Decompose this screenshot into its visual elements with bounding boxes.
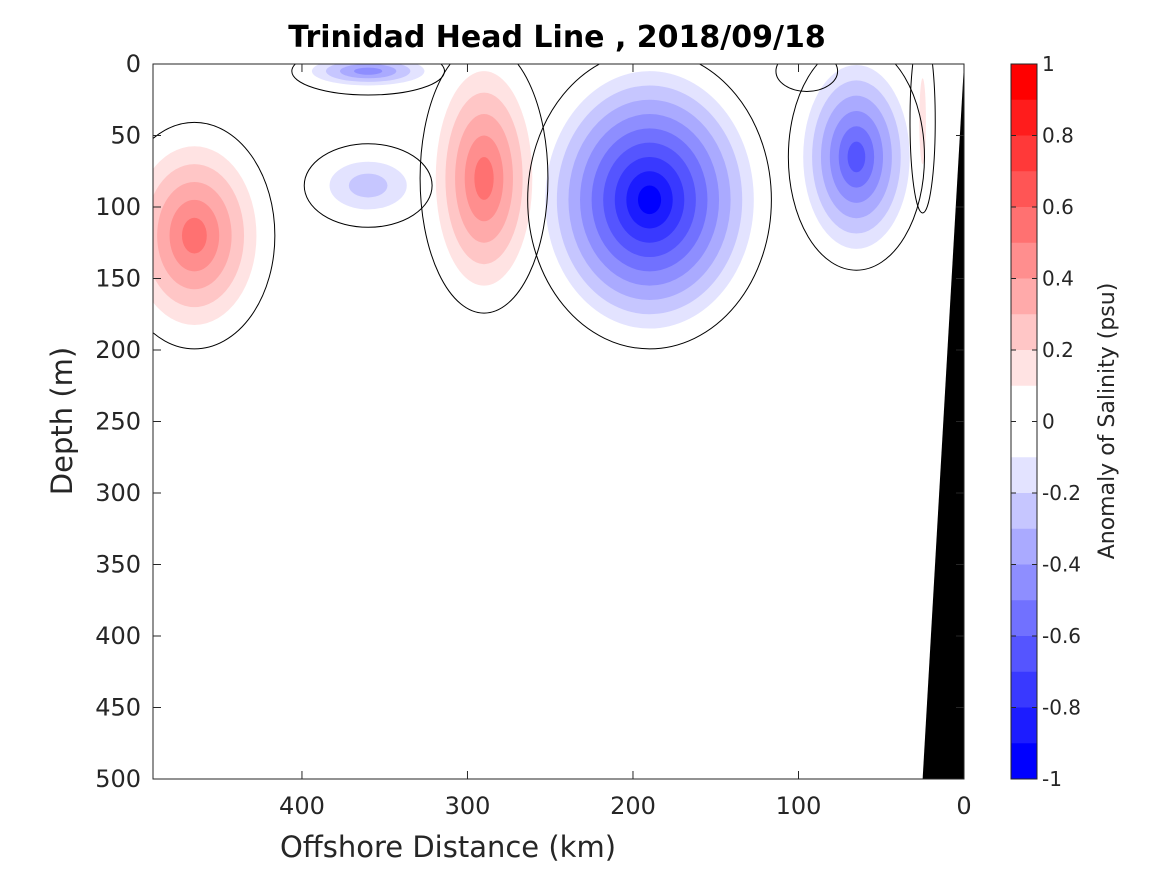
y-tick-label: 0 [126, 50, 141, 78]
colorbar-segment [1011, 600, 1037, 637]
anomaly-level-7-1 [781, 64, 832, 86]
zero-contour-6 [909, 64, 936, 214]
colorbar-segment [1011, 207, 1037, 244]
x-tick-label: 200 [610, 792, 656, 820]
y-tick-label: 250 [95, 408, 141, 436]
anomaly-level-1-6 [474, 156, 494, 200]
anomaly-feature-5 [794, 64, 919, 265]
y-tick-label: 50 [110, 122, 141, 150]
colorbar-tick-label: 0.6 [1042, 195, 1074, 219]
colorbar-segment [1011, 350, 1037, 387]
x-axis-label: Offshore Distance (km) [280, 830, 616, 864]
zero-contour-7 [775, 64, 839, 92]
anomaly-level-3-3 [348, 173, 388, 198]
zero-contour-2 [291, 64, 445, 96]
y-tick-label: 450 [95, 694, 141, 722]
y-tick-label: 300 [95, 479, 141, 507]
colorbar-label: Anomaly of Salinity (psu) [1095, 283, 1120, 560]
colorbar-segment [1011, 99, 1037, 136]
x-tick-label: 400 [279, 792, 325, 820]
colorbar-segment [1011, 564, 1037, 601]
x-axis-ticks: 400 300 200 100 0 [279, 64, 972, 820]
x-tick-label: 300 [445, 792, 491, 820]
colorbar-segment [1011, 707, 1037, 744]
seafloor-wedge [922, 64, 964, 779]
anomaly-feature-1 [426, 64, 542, 308]
colorbar-tick-label: -0.4 [1042, 553, 1081, 577]
y-tick-label: 500 [95, 765, 141, 793]
y-tick-label: 150 [95, 265, 141, 293]
anomaly-level-0-6 [181, 217, 207, 254]
zero-contour-lines [153, 64, 936, 350]
y-tick-label: 400 [95, 622, 141, 650]
colorbar-segment [1011, 528, 1037, 565]
colorbar-segment [1011, 278, 1037, 315]
colorbar-segment [1011, 64, 1037, 101]
colorbar-segment [1011, 421, 1037, 458]
colorbar-tick-label: 0 [1042, 410, 1055, 434]
colorbar-tick-label: 0.4 [1042, 267, 1074, 291]
colorbar-segment [1011, 636, 1037, 673]
anomaly-feature-4 [533, 64, 766, 343]
colorbar-tick-label: 0.2 [1042, 338, 1074, 362]
anomaly-level-4-10 [637, 185, 662, 215]
y-tick-label: 350 [95, 551, 141, 579]
colorbar-tick-label: -0.2 [1042, 481, 1081, 505]
colorbar-segment [1011, 171, 1037, 208]
zero-contour-3 [303, 143, 433, 228]
anomaly-feature-0 [153, 128, 269, 343]
zero-contour-4 [527, 64, 772, 350]
colorbar-tick-label: 1 [1042, 52, 1055, 76]
colorbar-segment [1011, 743, 1037, 780]
anomaly-level-6-2 [919, 78, 926, 165]
anomaly-level-2-5 [354, 67, 383, 75]
colorbar-segment [1011, 671, 1037, 708]
y-axis-label: Depth (m) [45, 347, 79, 495]
y-tick-label: 100 [95, 193, 141, 221]
colorbar-tick-label: 0.8 [1042, 124, 1074, 148]
anomaly-feature-7 [781, 64, 832, 86]
colorbar-tick-label: -0.8 [1042, 696, 1081, 720]
colorbar-tick-label: -1 [1042, 767, 1062, 791]
colorbar-tick-label: -0.6 [1042, 624, 1081, 648]
colorbar [1010, 63, 1038, 780]
zero-contour-5 [787, 64, 925, 271]
zero-contour-0 [153, 121, 276, 350]
colorbar-segment [1011, 385, 1037, 422]
x-tick-label: 100 [776, 792, 822, 820]
zero-contour-1 [419, 64, 549, 314]
colorbar-segment [1011, 457, 1037, 494]
anomaly-features [153, 64, 930, 343]
colorbar-segment [1011, 493, 1037, 530]
anomaly-level-5-7 [847, 141, 866, 173]
colorbar-segment [1011, 242, 1037, 279]
y-axis-ticks: 0 50 100 150 200 250 300 350 400 450 500 [95, 50, 964, 793]
anomaly-feature-3 [310, 149, 427, 222]
colorbar-segment [1011, 314, 1037, 351]
x-tick-label: 0 [956, 792, 971, 820]
colorbar-segment [1011, 135, 1037, 172]
anomaly-feature-2 [297, 64, 439, 90]
colorbar-ticks: 1 0.8 0.6 0.4 0.2 0 -0.2 -0.4 -0.6 -0.8 -1 [1011, 52, 1081, 791]
chart-title: Trinidad Head Line , 2018/09/18 [288, 20, 825, 55]
y-tick-label: 200 [95, 336, 141, 364]
bathymetry [922, 64, 964, 779]
